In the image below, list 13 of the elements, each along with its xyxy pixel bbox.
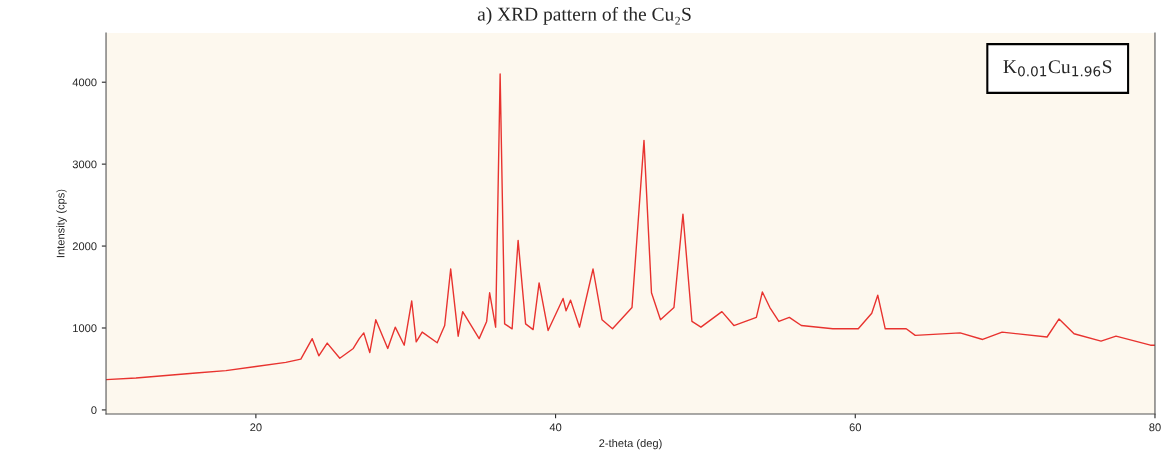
y-tick-label: 2000 xyxy=(72,242,97,251)
x-axis-title: 2-theta (deg) xyxy=(599,438,662,450)
chart-title: a) XRD pattern of the Cu₂S xyxy=(477,6,691,25)
y-axis-title: Intensity (cps) xyxy=(56,189,67,258)
x-tick-label: 80 xyxy=(1149,423,1161,432)
y-tick-label: 1000 xyxy=(73,324,97,333)
x-tick-label: 60 xyxy=(849,423,862,432)
y-tick-label: 4000 xyxy=(72,78,97,87)
x-tick-label: 20 xyxy=(250,423,262,432)
y-tick-label: 3000 xyxy=(72,160,97,169)
y-tick-label: 0 xyxy=(91,406,97,415)
x-tick-label: 40 xyxy=(549,423,562,432)
annotation: K$_{0.01}$Cu$_{1.96}$S xyxy=(1003,60,1112,77)
